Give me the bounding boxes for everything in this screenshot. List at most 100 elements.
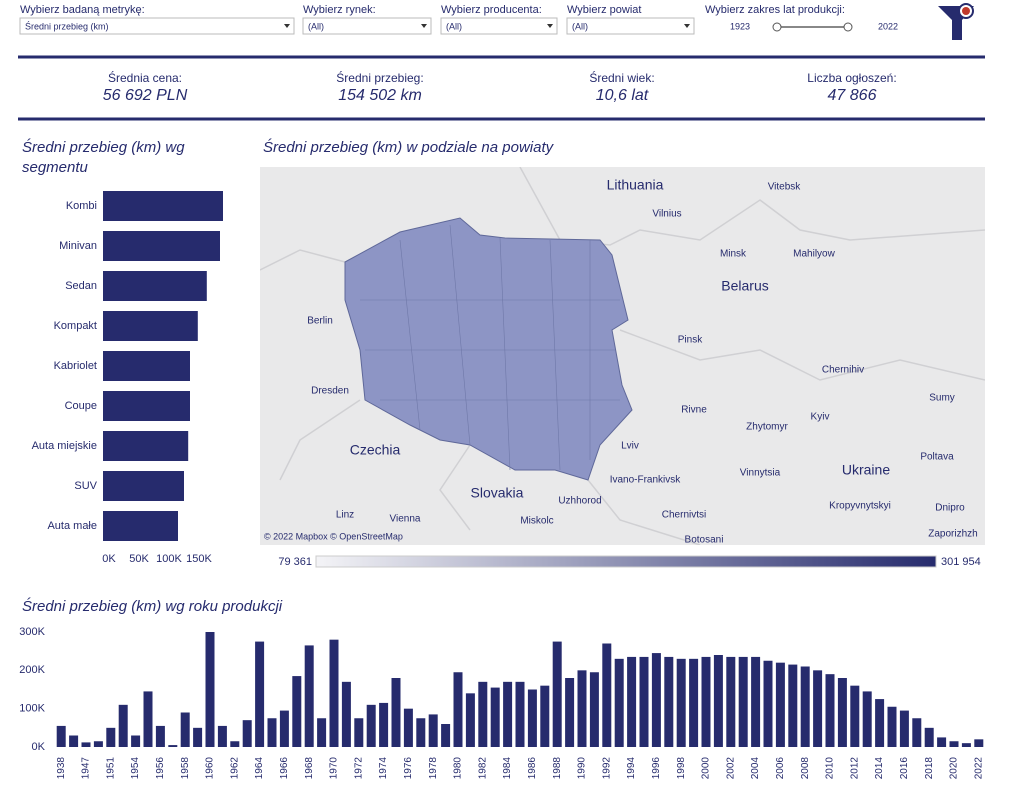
bar — [490, 687, 500, 747]
city-label: Pinsk — [678, 335, 703, 346]
bar — [217, 725, 227, 747]
x-tick-label: 2008 — [800, 757, 811, 780]
bar — [155, 725, 165, 747]
bar — [763, 660, 773, 747]
dropdown-box[interactable] — [566, 17, 695, 35]
city-label: Vilnius — [652, 209, 681, 220]
x-tick-label: 2004 — [750, 757, 761, 780]
bar — [453, 672, 463, 747]
bar — [103, 231, 220, 261]
bar — [515, 681, 525, 747]
bar — [180, 712, 190, 747]
bar — [552, 641, 562, 747]
dropdown-arrow[interactable] — [684, 24, 690, 28]
kpi-label: Średnia cena: — [108, 70, 182, 85]
dropdown-box[interactable] — [440, 17, 558, 35]
border — [260, 167, 985, 545]
x-tick-label: 50K — [129, 553, 149, 565]
x-tick-label: 1966 — [279, 757, 290, 780]
color-legend — [315, 555, 937, 568]
category-label: Sedan — [65, 280, 97, 292]
city-label: Miskolc — [520, 516, 553, 527]
dropdown-box[interactable] — [19, 17, 295, 35]
bar — [800, 666, 810, 747]
category-label: Auta miejskie — [32, 440, 97, 452]
bar — [949, 741, 959, 747]
range-min: 1923 — [730, 21, 750, 31]
filter-icon[interactable] — [938, 3, 974, 40]
bar — [639, 656, 649, 747]
country-label: Lithuania — [607, 177, 664, 193]
city-label: Dresden — [311, 386, 349, 397]
x-tick-label: 1954 — [130, 757, 141, 780]
dropdown-value[interactable]: Średni przebieg (km) — [25, 20, 109, 31]
kpi-value: 47 866 — [828, 87, 877, 104]
bar — [912, 718, 922, 747]
city-label: Kropyvnytskyi — [829, 501, 891, 512]
slider-handle[interactable] — [843, 22, 853, 32]
bar — [93, 741, 103, 747]
bar — [354, 718, 364, 747]
bar — [81, 742, 91, 747]
slider-handle[interactable] — [772, 22, 782, 32]
dropdown[interactable]: Średni przebieg (km) — [19, 17, 295, 35]
bar — [103, 351, 190, 381]
bar — [465, 693, 475, 747]
category-label: Auta małe — [47, 520, 97, 532]
bar — [627, 656, 637, 747]
x-tick-label: 2020 — [949, 757, 960, 780]
x-tick-label: 0K — [102, 553, 116, 565]
city-label: Kyiv — [811, 412, 830, 423]
bar — [689, 658, 699, 747]
dropdown[interactable]: (All) — [440, 17, 558, 35]
dropdown-arrow[interactable] — [284, 24, 290, 28]
filter-label: Wybierz badaną metrykę: — [20, 4, 145, 16]
bar — [527, 689, 537, 747]
bar — [899, 710, 909, 747]
city-label: Berlin — [307, 316, 333, 327]
dropdown-value[interactable]: (All) — [572, 21, 588, 31]
bar — [168, 745, 178, 747]
bar — [279, 710, 289, 747]
x-tick-label: 1994 — [626, 757, 637, 780]
bar — [143, 691, 153, 747]
bar — [478, 681, 488, 747]
city-label: Chernivtsi — [662, 510, 706, 521]
dropdown[interactable]: (All) — [302, 17, 432, 35]
bar — [961, 743, 971, 747]
dropdown-box[interactable] — [302, 17, 432, 35]
dropdown-arrow[interactable] — [547, 24, 553, 28]
city-label: Chernihiv — [822, 365, 864, 376]
x-tick-label: 1984 — [502, 757, 513, 780]
city-label: Zaporizhzh — [928, 529, 977, 540]
dropdown-value[interactable]: (All) — [446, 21, 462, 31]
x-tick-label: 2002 — [725, 757, 736, 780]
dropdown[interactable]: (All) — [566, 17, 695, 35]
bar — [193, 727, 203, 747]
bar — [651, 653, 661, 747]
bar — [205, 632, 215, 747]
bar — [788, 664, 798, 747]
city-label: Zhytomyr — [746, 422, 788, 433]
dropdown-arrow[interactable] — [421, 24, 427, 28]
clear-badge-dot[interactable] — [962, 7, 970, 15]
bar — [813, 670, 823, 747]
kpi-value: 154 502 km — [338, 87, 422, 104]
y-tick-label: 200K — [19, 664, 45, 676]
x-tick-label: 2016 — [899, 757, 910, 780]
y-tick-label: 100K — [19, 703, 45, 715]
x-tick-label: 1938 — [56, 757, 67, 780]
x-tick-label: 1956 — [155, 757, 166, 780]
bar — [341, 681, 351, 747]
city-label: Ivano-Frankivsk — [610, 475, 682, 486]
bar — [775, 662, 785, 747]
kpi-label: Średni przebieg: — [336, 70, 423, 85]
bar — [255, 641, 265, 747]
dropdown-value[interactable]: (All) — [308, 21, 324, 31]
kpi-value: 10,6 lat — [596, 87, 649, 104]
country-label: Ukraine — [842, 462, 890, 478]
x-tick-label: 1972 — [353, 757, 364, 780]
city-label: Vitebsk — [768, 182, 802, 193]
poland[interactable] — [344, 217, 633, 481]
category-label: SUV — [74, 480, 97, 492]
